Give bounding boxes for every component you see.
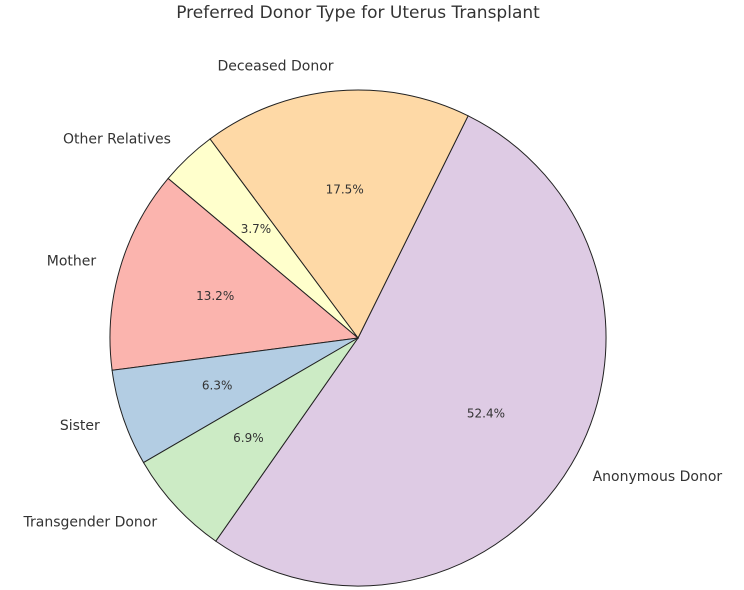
slice-label: Sister (60, 418, 100, 434)
value-label: 13.2% (196, 289, 234, 303)
pie-slice (209, 89, 469, 339)
value-label: 6.9% (233, 431, 264, 445)
slice-label: Other Relatives (63, 131, 171, 147)
slice-label: Deceased Donor (217, 58, 333, 74)
value-label: 3.7% (241, 222, 272, 236)
slice-label: Anonymous Donor (593, 469, 723, 485)
slice-label: Transgender Donor (23, 515, 158, 531)
value-label: 52.4% (467, 406, 505, 420)
pie-slice (142, 337, 359, 542)
value-label: 6.3% (202, 379, 233, 393)
slice-label: Mother (47, 254, 97, 270)
pie-slice (109, 177, 360, 371)
pie-slice (215, 115, 607, 587)
chart-title: Preferred Donor Type for Uterus Transpla… (176, 3, 540, 23)
value-label: 17.5% (326, 182, 364, 196)
